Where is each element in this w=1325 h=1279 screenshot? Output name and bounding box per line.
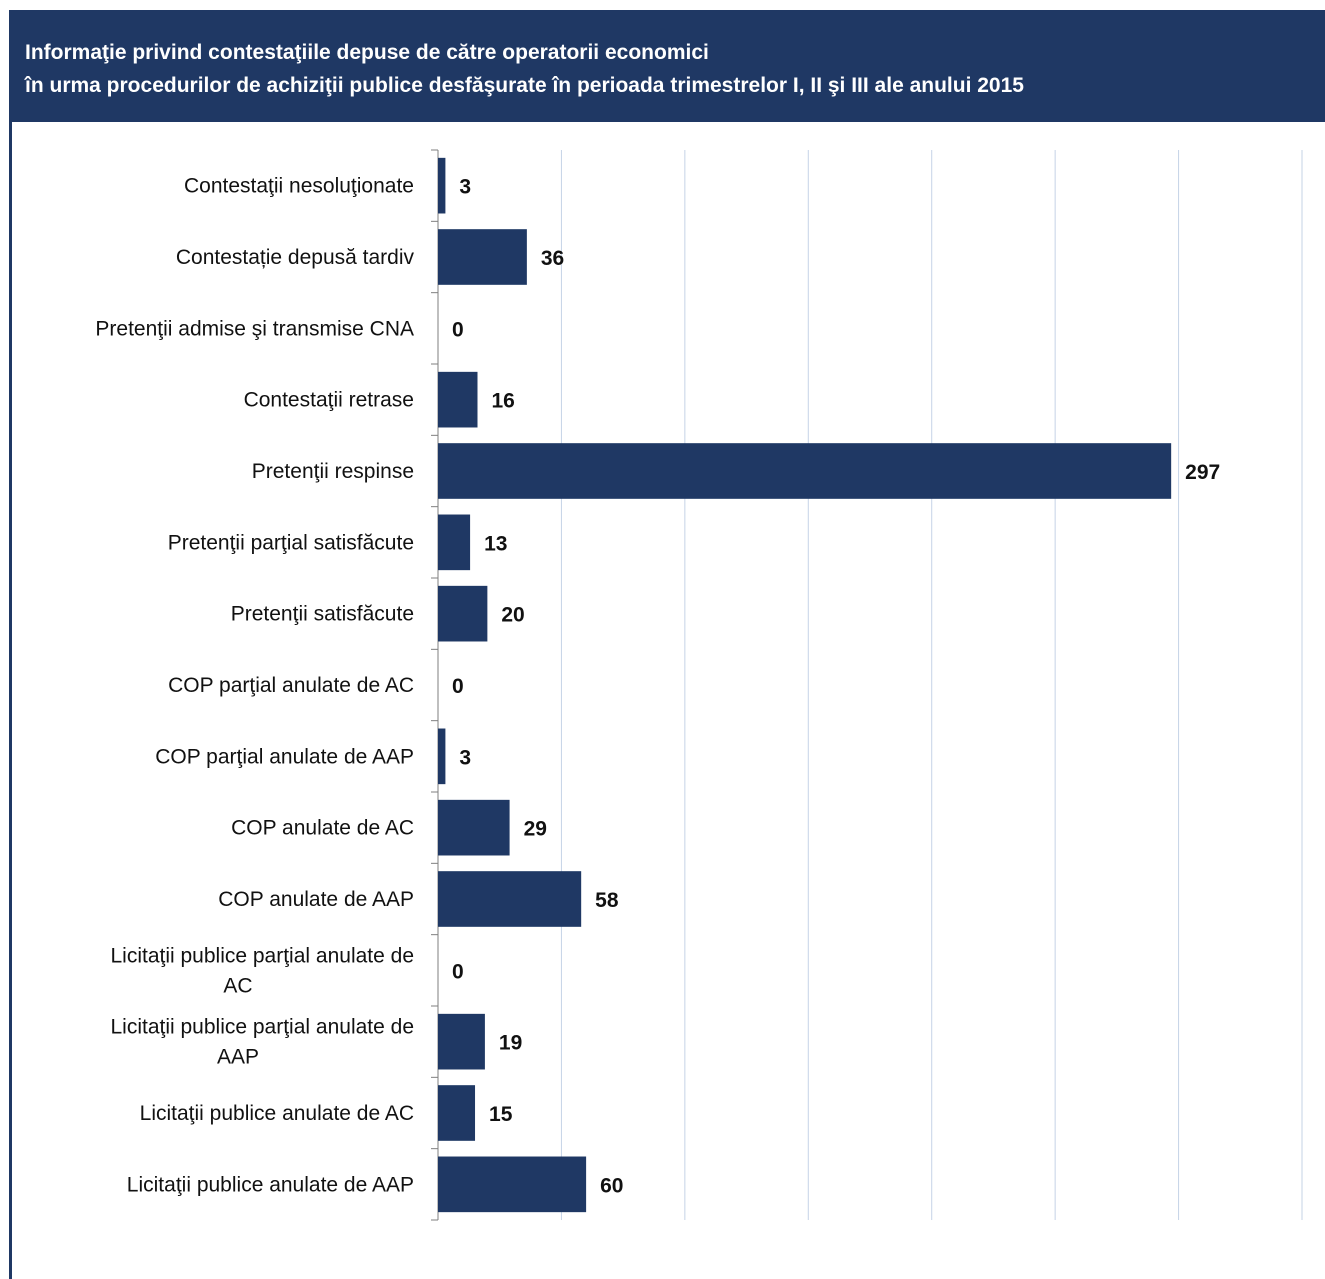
chart-title-line-2: în urma procedurilor de achiziţii public… — [25, 74, 1024, 97]
bar — [438, 229, 527, 285]
category-label-line: AAP — [217, 1046, 259, 1069]
data-label: 0 — [452, 960, 464, 983]
data-label: 60 — [600, 1174, 623, 1197]
category-axis — [431, 149, 439, 1221]
data-label: 36 — [541, 247, 564, 270]
category-label: Pretenţii admise şi transmise CNA — [95, 317, 414, 340]
data-label: 15 — [489, 1103, 513, 1126]
gridlines — [560, 150, 1303, 1220]
chart-title-line-1: Informaţie privind contestaţiile depuse … — [25, 41, 709, 64]
category-label-line: Licitaţii publice parţial anulate de — [110, 1016, 414, 1039]
data-label: 3 — [459, 176, 471, 199]
data-label: 0 — [452, 675, 464, 698]
category-labels: Contestaţii nesoluţionate Contestație dep… — [95, 175, 414, 1197]
data-label: 3 — [459, 746, 471, 769]
category-label: Licitaţii publice anulate de AC — [140, 1102, 414, 1125]
data-label: 20 — [501, 604, 524, 627]
bar — [438, 1013, 485, 1070]
category-label: Contestaţii nesoluţionate — [184, 175, 414, 198]
data-label: 16 — [491, 390, 514, 413]
bar — [438, 443, 1172, 499]
data-label: 29 — [524, 818, 547, 841]
category-label: Pretenţii parţial satisfăcute — [168, 531, 414, 554]
category-label: Pretenţii respinse — [252, 460, 414, 483]
value-labels: 3 36 0 16 297 13 20 0 3 29 58 0 19 15 60 — [452, 176, 1220, 1198]
bar — [438, 371, 478, 428]
bar — [438, 728, 446, 785]
data-label: 58 — [595, 889, 619, 912]
category-label-line: AC — [223, 974, 252, 997]
category-label: Licitaţii publice parţial anulate de AC — [110, 944, 414, 997]
bar — [438, 157, 446, 214]
bar — [438, 1156, 587, 1213]
data-label: 297 — [1185, 461, 1220, 484]
frame-left-border — [9, 122, 12, 1279]
bars — [438, 157, 1172, 1213]
category-label: COP parţial anulate de AAP — [155, 745, 414, 768]
category-label: Licitaţii publice anulate de AAP — [127, 1173, 414, 1196]
category-label: COP anulate de AAP — [218, 888, 414, 911]
bar — [438, 1085, 476, 1141]
bar — [438, 585, 488, 642]
data-label: 19 — [499, 1032, 522, 1055]
category-label: COP anulate de AC — [231, 817, 414, 840]
bar — [438, 514, 471, 571]
chart-title-bar: Informaţie privind contestaţiile depuse … — [9, 10, 1325, 122]
category-label: COP parţial anulate de AC — [168, 674, 414, 697]
category-label: Licitaţii publice parţial anulate de AAP — [110, 1016, 414, 1069]
bar — [438, 799, 510, 856]
category-label: Pretenţii satisfăcute — [231, 603, 414, 626]
bar — [438, 871, 582, 927]
data-label: 13 — [484, 532, 507, 555]
category-label: Contestaţii retrase — [244, 389, 414, 412]
category-label-line: Licitaţii publice parţial anulate de — [110, 944, 414, 967]
category-label: Contestație depusă tardiv — [176, 246, 415, 269]
data-label: 0 — [452, 318, 464, 341]
